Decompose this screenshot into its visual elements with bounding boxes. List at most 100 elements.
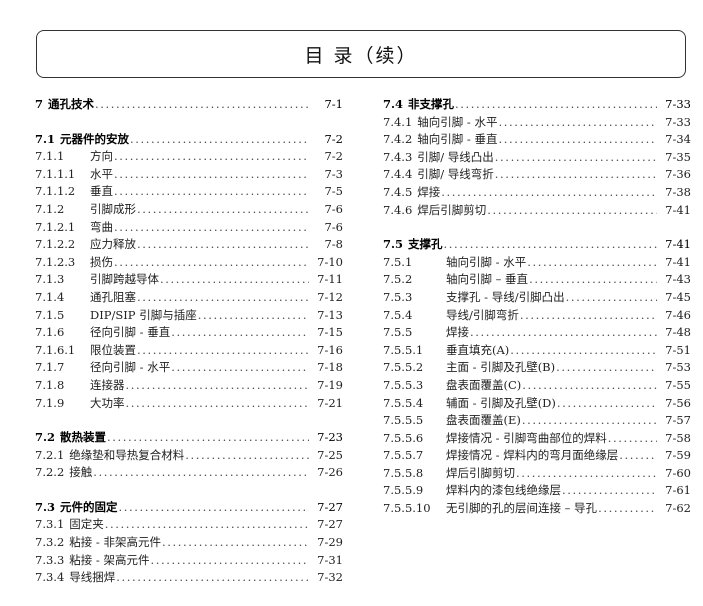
toc-entry-title: 无引脚的孔的层间连接 – 导孔 <box>446 501 598 516</box>
toc-entry[interactable]: 7.3.3 粘接 - 架高元件 7-31 <box>35 552 343 570</box>
toc-entry[interactable]: 7.1.6.1 限位装置 7-16 <box>35 342 343 360</box>
toc-entry-number: 7.3 <box>35 499 56 514</box>
toc-section-heading[interactable]: 7.5 支撑孔 7-41 <box>383 236 691 254</box>
dot-leader <box>114 219 309 237</box>
toc-entry-number: 7.1.3 <box>35 272 65 287</box>
dot-leader <box>498 131 657 149</box>
toc-entry-number: 7.2.1 <box>35 447 65 462</box>
toc-entry-page: 7-3 <box>324 166 343 181</box>
toc-entry-title: 引脚/ 导线弯折 <box>417 167 494 182</box>
toc-entry[interactable]: 7.5.5.4 辅面 - 引脚及孔壁(D) 7-56 <box>383 395 691 413</box>
toc-entry[interactable]: 7.5.3 支撑孔 - 导线/引脚凸出 7-45 <box>383 289 691 307</box>
toc-entry[interactable]: 7.5.5 焊接 7-48 <box>383 324 691 342</box>
toc-entry[interactable]: 7.5.5.5 盘表面覆盖(E) 7-57 <box>383 412 691 430</box>
toc-section-heading[interactable]: 7.3 元件的固定 7-27 <box>35 499 343 517</box>
toc-entry-number: 7.5.5.3 <box>383 377 424 392</box>
toc-entry[interactable]: 7.5.5.6 焊接情况 - 引脚弯曲部位的焊料 7-58 <box>383 430 691 448</box>
dot-leader <box>498 114 657 132</box>
toc-entry[interactable]: 7.5.5.3 盘表面覆盖(C) 7-55 <box>383 377 691 395</box>
toc-entry-title: 焊接情况 - 引脚弯曲部位的焊料 <box>446 430 607 445</box>
toc-entry-page: 7-55 <box>665 377 691 392</box>
toc-entry[interactable]: 7.2.2 接触 7-26 <box>35 464 343 482</box>
dot-leader <box>495 149 657 167</box>
toc-entry[interactable]: 7.4.6 焊后引脚剪切 7-41 <box>383 202 691 220</box>
toc-entry[interactable]: 7.1.9 大功率 7-21 <box>35 395 343 413</box>
dot-leader <box>198 307 309 325</box>
toc-entry[interactable]: 7.5.2 轴向引脚 – 垂直 7-43 <box>383 271 691 289</box>
dot-leader <box>470 324 657 342</box>
toc-entry[interactable]: 7.4.4 引脚/ 导线弯折 7-36 <box>383 166 691 184</box>
toc-entry-page: 7-25 <box>317 447 343 462</box>
toc-section-heading[interactable]: 7.2 散热装置 7-23 <box>35 429 343 447</box>
toc-entry[interactable]: 7.1.1 方向 7-2 <box>35 148 343 166</box>
toc-entry-page: 7-1 <box>324 97 343 111</box>
toc-entry-page: 7-33 <box>665 97 691 111</box>
toc-entry-number: 7.5.5.4 <box>383 395 424 410</box>
toc-entry[interactable]: 7.5.5.2 主面 - 引脚及孔壁(B) 7-53 <box>383 359 691 377</box>
toc-section-heading[interactable]: 7.1 元器件的安放 7-2 <box>35 131 343 149</box>
dot-leader <box>137 342 309 360</box>
toc-section-heading[interactable]: 7 通孔技术 7-1 <box>35 96 343 114</box>
toc-entry-title: 通孔阻塞 <box>90 289 136 304</box>
dot-leader <box>522 377 657 395</box>
toc-entry-number: 7.4 <box>383 97 404 111</box>
toc-entry-page: 7-15 <box>317 325 343 340</box>
toc-entry[interactable]: 7.4.1 轴向引脚 - 水平 7-33 <box>383 114 691 132</box>
toc-entry-title: 限位装置 <box>90 342 136 357</box>
toc-entry-page: 7-43 <box>665 272 691 287</box>
toc-entry[interactable]: 7.1.6 径向引脚 - 垂直 7-15 <box>35 324 343 342</box>
toc-entry-number: 7.1.1.2 <box>35 184 76 199</box>
toc-entry-number: 7.1.5 <box>35 307 65 322</box>
toc-entry[interactable]: 7.1.1.2 垂直 7-5 <box>35 183 343 201</box>
toc-entry[interactable]: 7.1.8 连接器 7-19 <box>35 377 343 395</box>
toc-entry-number: 7.4.5 <box>383 184 413 199</box>
toc-entry-title: 绝缘垫和导热复合材料 <box>69 447 185 462</box>
toc-entry[interactable]: 7.4.2 轴向引脚 - 垂直 7-34 <box>383 131 691 149</box>
toc-section-heading[interactable]: 7.4 非支撑孔 7-33 <box>383 96 691 114</box>
toc-entry-number: 7.1.2.2 <box>35 237 76 252</box>
toc-entry[interactable]: 7.5.4 导线/引脚弯折 7-46 <box>383 307 691 325</box>
toc-entry-title: 径向引脚 - 垂直 <box>90 325 171 340</box>
toc-entry-title: 轴向引脚 - 水平 <box>446 254 527 269</box>
toc-entry-number: 7.1.6 <box>35 325 65 340</box>
toc-entry[interactable]: 7.1.2.3 损伤 7-10 <box>35 254 343 272</box>
dot-leader <box>137 236 309 254</box>
toc-entry[interactable]: 7.1.7 径向引脚 - 水平 7-18 <box>35 359 343 377</box>
toc-entry[interactable]: 7.1.2.1 弯曲 7-6 <box>35 219 343 237</box>
toc-entry[interactable]: 7.1.5 DIP/SIP 引脚与插座 7-13 <box>35 307 343 325</box>
toc-entry[interactable]: 7.3.2 粘接 - 非架高元件 7-29 <box>35 534 343 552</box>
toc-title-box: 目 录（续） <box>36 30 686 78</box>
dot-leader <box>566 289 657 307</box>
toc-entry-number: 7.2.2 <box>35 465 65 480</box>
toc-entry-number: 7.4.2 <box>383 132 413 147</box>
toc-entry-title: 轴向引脚 - 水平 <box>417 114 498 129</box>
toc-entry[interactable]: 7.5.5.1 垂直填充(A) 7-51 <box>383 342 691 360</box>
toc-entry[interactable]: 7.1.2.2 应力释放 7-8 <box>35 236 343 254</box>
toc-entry[interactable]: 7.1.2 引脚成形 7-6 <box>35 201 343 219</box>
toc-entry[interactable]: 7.5.5.10 无引脚的孔的层间连接 – 导孔 7-62 <box>383 500 691 518</box>
toc-entry-number: 7.5.3 <box>383 289 413 304</box>
toc-entry-title: 焊料内的漆包线绝缘层 <box>446 483 561 498</box>
toc-entry-number: 7.1.7 <box>35 360 65 375</box>
toc-entry[interactable]: 7.5.5.8 焊后引脚剪切 7-60 <box>383 465 691 483</box>
toc-entry[interactable]: 7.1.3 引脚跨越导体 7-11 <box>35 271 343 289</box>
toc-entry[interactable]: 7.4.5 焊接 7-38 <box>383 184 691 202</box>
toc-entry-number: 7.5.4 <box>383 307 413 322</box>
toc-entry[interactable]: 7.4.3 引脚/ 导线凸出 7-35 <box>383 149 691 167</box>
toc-entry[interactable]: 7.5.5.9 焊料内的漆包线绝缘层 7-61 <box>383 482 691 500</box>
toc-entry-page: 7-56 <box>665 395 691 410</box>
toc-entry[interactable]: 7.2.1 绝缘垫和导热复合材料 7-25 <box>35 447 343 465</box>
toc-entry-number: 7.1.9 <box>35 395 65 410</box>
dot-leader <box>487 202 657 220</box>
toc-entry[interactable]: 7.5.5.7 焊接情况 - 焊料内的弯月面绝缘层 7-59 <box>383 447 691 465</box>
toc-entry[interactable]: 7.1.1.1 水平 7-3 <box>35 166 343 184</box>
toc-section: 7.4 非支撑孔 7-33 7.4.1 轴向引脚 - 水平 7-33 7.4.2 轴向引脚 -… <box>383 96 691 219</box>
toc-entry[interactable]: 7.3.1 固定夹 7-27 <box>35 516 343 534</box>
toc-entry[interactable]: 7.3.4 导线捆焊 7-32 <box>35 569 343 587</box>
toc-entry[interactable]: 7.1.4 通孔阻塞 7-12 <box>35 289 343 307</box>
toc-entry[interactable]: 7.5.1 轴向引脚 - 水平 7-41 <box>383 254 691 272</box>
toc-entry-page: 7-31 <box>317 552 343 567</box>
toc-entry-page: 7-2 <box>324 149 343 164</box>
toc-entry-page: 7-51 <box>665 342 691 357</box>
dot-leader <box>114 254 309 272</box>
